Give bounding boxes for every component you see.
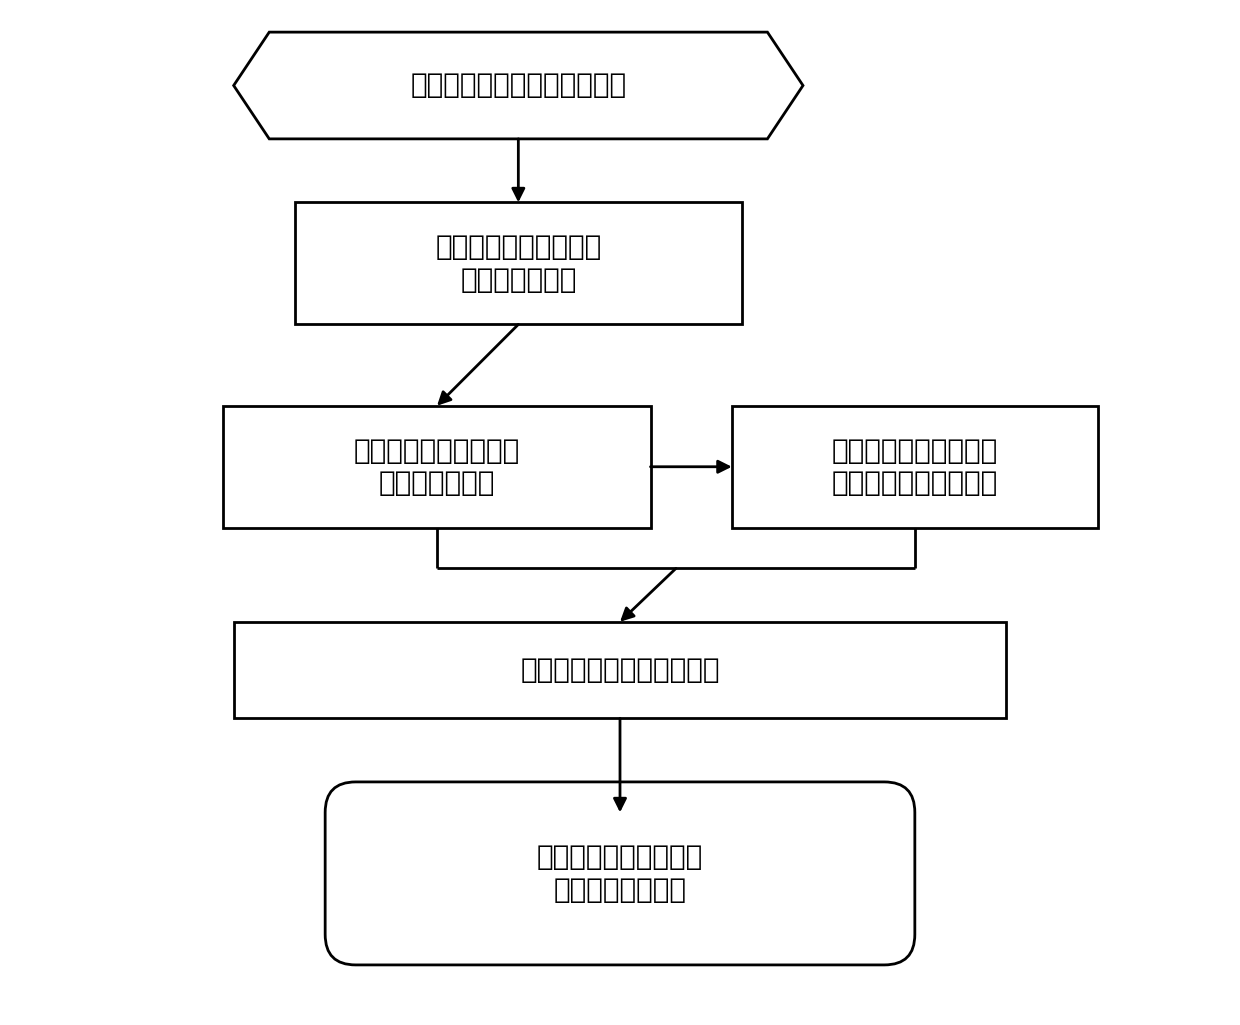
FancyBboxPatch shape bbox=[325, 782, 915, 965]
Polygon shape bbox=[233, 32, 804, 138]
Bar bbox=[233, 622, 1007, 719]
Text: 采用拉丁超立方实验设
计方法进行采样: 采用拉丁超立方实验设 计方法进行采样 bbox=[353, 437, 520, 497]
Text: 构建响应面模型并进行评估: 构建响应面模型并进行评估 bbox=[521, 656, 719, 684]
Text: 构建、求解数学优化模
型并确定最终方案: 构建、求解数学优化模 型并确定最终方案 bbox=[537, 844, 703, 904]
Text: 确定相关尺寸变量、定
义域及相互约束: 确定相关尺寸变量、定 义域及相互约束 bbox=[435, 234, 601, 293]
Bar bbox=[732, 406, 1097, 528]
Text: 确定液压缸支承座的基本外形: 确定液压缸支承座的基本外形 bbox=[410, 72, 626, 99]
Text: 有限元软件仿真计算油
缸支承座的应力、应变: 有限元软件仿真计算油 缸支承座的应力、应变 bbox=[832, 437, 998, 497]
Bar bbox=[295, 202, 742, 325]
Bar bbox=[223, 406, 651, 528]
